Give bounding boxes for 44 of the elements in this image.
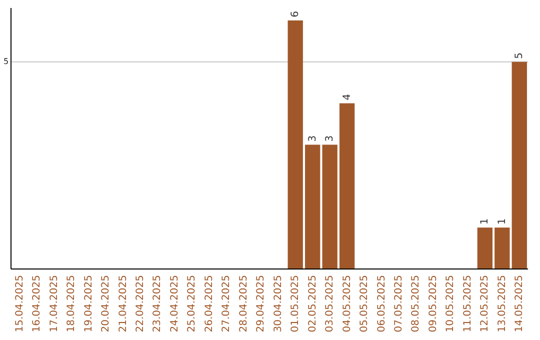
data-label: 6 — [290, 11, 302, 18]
x-tick-label: 25.04.2025 — [186, 275, 198, 332]
x-tick-label: 01.05.2025 — [290, 275, 302, 332]
x-tick-label: 03.05.2025 — [324, 275, 336, 332]
x-tick-label: 20.04.2025 — [100, 275, 112, 332]
bar — [512, 62, 527, 269]
x-tick-label: 10.05.2025 — [445, 275, 456, 332]
x-tick-label: 19.04.2025 — [83, 275, 94, 332]
bar — [305, 144, 320, 269]
data-label: 1 — [496, 218, 508, 225]
x-tick-label: 05.05.2025 — [359, 275, 370, 332]
x-tick-label: 28.04.2025 — [238, 275, 250, 332]
data-label: 3 — [324, 135, 336, 142]
bar — [288, 20, 303, 269]
x-tick-label: 23.04.2025 — [152, 275, 164, 332]
data-label: 4 — [342, 94, 353, 100]
x-tick-label: 30.04.2025 — [272, 275, 284, 332]
bar — [322, 144, 338, 269]
x-tick-label: 04.05.2025 — [342, 275, 353, 332]
x-tick-label: 15.04.2025 — [14, 275, 26, 332]
x-tick-label: 08.05.2025 — [410, 275, 422, 332]
x-tick-label: 06.05.2025 — [376, 275, 388, 332]
x-tick-label: 18.04.2025 — [66, 275, 78, 332]
x-tick-label: 27.04.2025 — [221, 275, 232, 332]
x-tick-label: 22.04.2025 — [134, 275, 146, 332]
x-tick-label: 07.05.2025 — [393, 275, 404, 332]
x-tick-label: 29.04.2025 — [256, 275, 267, 332]
x-tick-label: 17.04.2025 — [48, 275, 60, 332]
x-tick-label: 13.05.2025 — [496, 275, 508, 332]
x-tick-label: 21.04.2025 — [118, 275, 129, 332]
bar — [477, 228, 492, 269]
x-tick-label: 16.04.2025 — [32, 275, 43, 332]
x-tick-label: 09.05.2025 — [428, 275, 439, 332]
data-label: 1 — [480, 218, 491, 225]
data-label: 3 — [307, 135, 318, 142]
data-label: 5 — [514, 52, 526, 59]
x-tick-label: 12.05.2025 — [480, 275, 491, 332]
x-tick-label: 11.05.2025 — [462, 275, 474, 332]
x-tick-label: 26.04.2025 — [204, 275, 215, 332]
bar — [339, 103, 355, 269]
x-tick-label: 02.05.2025 — [307, 275, 318, 332]
x-tick-label: 14.05.2025 — [514, 275, 526, 332]
x-tick-label: 24.04.2025 — [169, 275, 180, 332]
bar — [494, 228, 510, 269]
